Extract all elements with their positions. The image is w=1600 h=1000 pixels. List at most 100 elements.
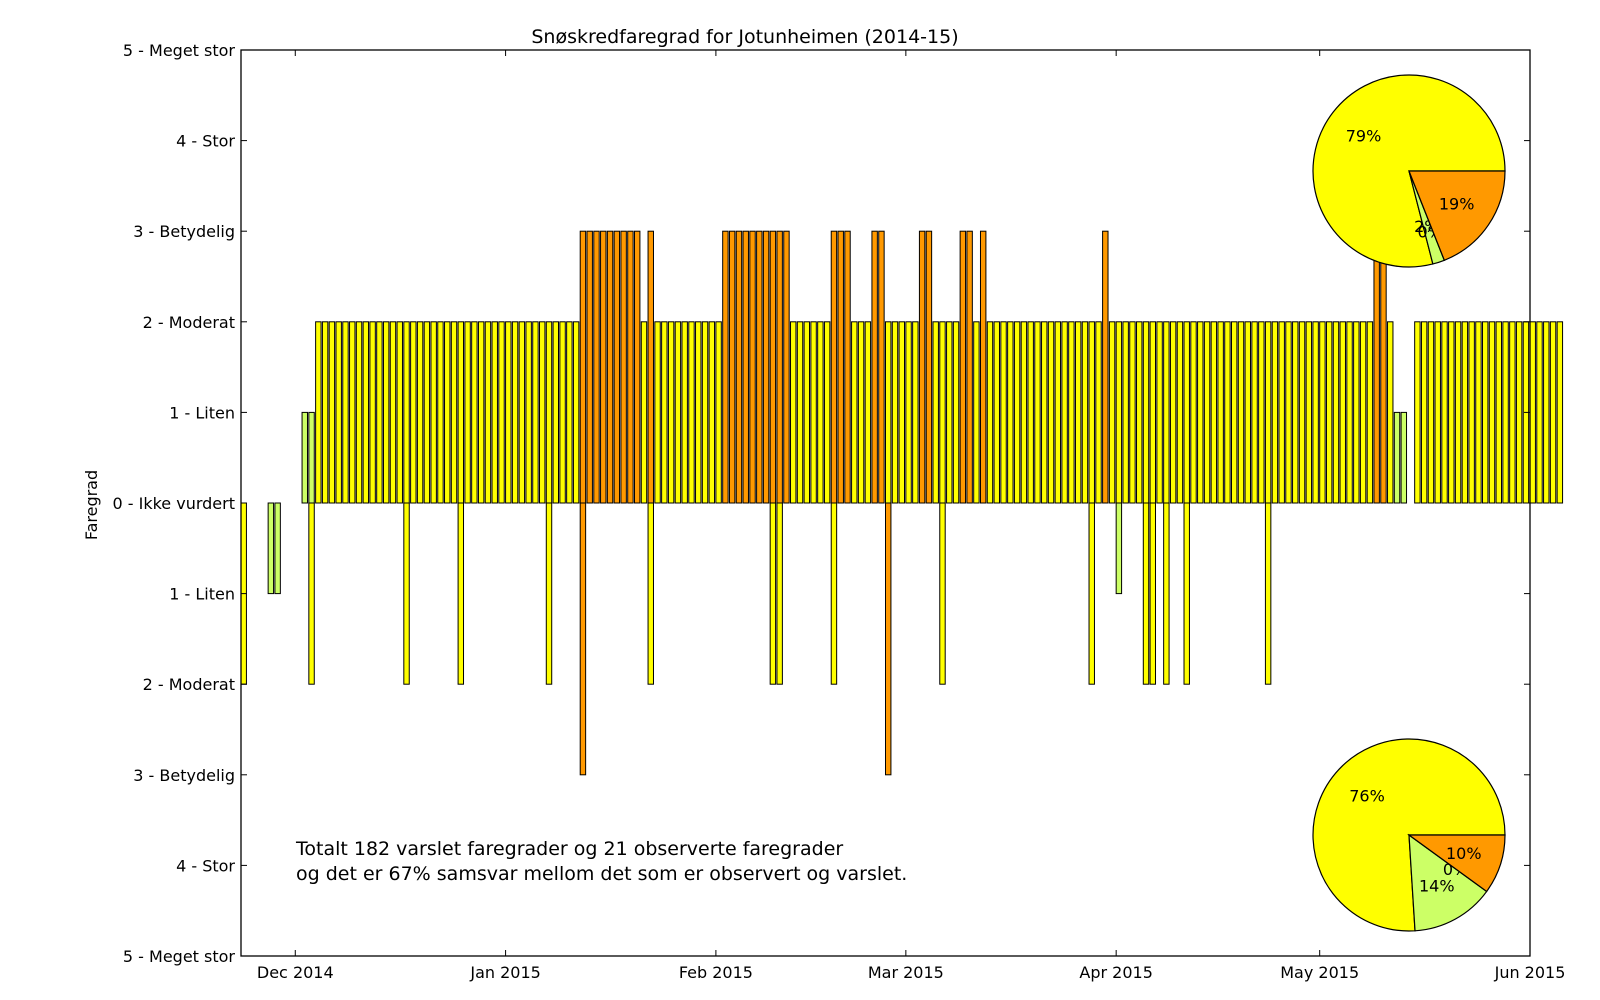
- forecast-bar: [891, 321, 899, 504]
- forecast-bar: [688, 321, 695, 504]
- forecast-bar: [769, 230, 777, 504]
- observed-bar: [885, 502, 892, 776]
- forecast-bar: [315, 321, 322, 504]
- forecast-bar: [796, 321, 804, 504]
- forecast-bar: [423, 321, 431, 504]
- forecast-bar: [1007, 321, 1014, 504]
- forecast-bar: [328, 321, 336, 504]
- forecast-bar: [491, 321, 498, 504]
- y-tick-label: 4 - Stor: [176, 132, 235, 151]
- forecast-bar: [1203, 321, 1211, 504]
- forecast-bar: [376, 321, 383, 504]
- forecast-bar: [1420, 321, 1428, 504]
- forecast-bar: [457, 321, 465, 504]
- forecast-bar: [600, 230, 607, 504]
- forecast-bar: [539, 321, 546, 504]
- observed-bar: [776, 502, 783, 685]
- forecast-bar: [1543, 321, 1550, 504]
- forecast-bar: [301, 411, 308, 504]
- pie-slice-label: 76%: [1349, 787, 1385, 806]
- forecast-bar: [1346, 321, 1353, 504]
- forecast-bar: [444, 321, 451, 504]
- forecast-bar: [1339, 321, 1346, 504]
- forecast-bar: [986, 321, 994, 504]
- forecast-bar: [593, 230, 600, 504]
- forecast-bar: [1305, 321, 1313, 504]
- forecast-bar: [783, 230, 790, 504]
- forecast-bar: [1509, 321, 1516, 504]
- forecast-bar: [382, 321, 390, 504]
- observed-bar: [1088, 502, 1095, 685]
- forecast-bar: [437, 321, 444, 504]
- forecast-bar: [1115, 321, 1123, 504]
- pie-top-right: 79%2%0%19%: [1312, 74, 1506, 268]
- forecast-bar: [505, 321, 512, 504]
- forecast-bar: [1549, 321, 1557, 504]
- forecast-bar: [1556, 321, 1564, 504]
- forecast-bar: [749, 230, 756, 504]
- forecast-bar: [1149, 321, 1157, 504]
- x-tick-label: Jan 2015: [469, 963, 540, 982]
- forecast-bar: [742, 230, 749, 504]
- forecast-bar: [918, 230, 926, 504]
- forecast-bar: [1108, 321, 1116, 504]
- y-axis-label: Faregrad: [82, 470, 101, 540]
- annotation-line-2: og det er 67% samsvar mellom det som er …: [296, 863, 907, 885]
- forecast-bar: [925, 230, 933, 504]
- forecast-bar: [1081, 321, 1089, 504]
- forecast-bar: [1000, 321, 1007, 504]
- y-tick-label: 2 - Moderat: [143, 313, 235, 332]
- forecast-bar: [1319, 321, 1326, 504]
- forecast-bar: [1454, 321, 1462, 504]
- forecast-bar: [1353, 321, 1360, 504]
- x-tick-label: Dec 2014: [257, 963, 334, 982]
- forecast-bar: [1237, 321, 1245, 504]
- forecast-bar: [1142, 321, 1150, 504]
- forecast-bar: [1061, 321, 1068, 504]
- pie-slice-label: 79%: [1346, 127, 1382, 146]
- forecast-bar: [810, 321, 817, 504]
- forecast-bar: [1400, 411, 1408, 504]
- forecast-bar: [1278, 321, 1285, 504]
- x-tick-label: Mar 2015: [868, 963, 944, 982]
- forecast-bar: [1258, 321, 1265, 504]
- forecast-bar: [362, 321, 370, 504]
- forecast-bar: [1095, 321, 1102, 504]
- forecast-bar: [722, 230, 729, 504]
- forecast-bar: [1482, 321, 1489, 504]
- forecast-bar: [1495, 321, 1503, 504]
- forecast-bar: [369, 321, 376, 504]
- forecast-bar: [586, 230, 593, 504]
- forecast-bar: [1264, 321, 1272, 504]
- y-tick-label: 1 - Liten: [169, 403, 235, 422]
- forecast-bar: [1244, 321, 1251, 504]
- x-tick-label: Apr 2015: [1079, 963, 1152, 982]
- forecast-bar: [667, 321, 675, 504]
- pie-slice-label: 19%: [1439, 194, 1475, 213]
- observed-bar: [267, 502, 275, 595]
- forecast-bar: [735, 230, 743, 504]
- forecast-bar: [871, 230, 878, 504]
- forecast-bar: [1169, 321, 1177, 504]
- forecast-bar: [403, 321, 410, 504]
- forecast-bar: [939, 321, 946, 504]
- observed-bar: [1264, 502, 1272, 685]
- chart-title: Snøskredfaregrad for Jotunheimen (2014-1…: [531, 26, 958, 48]
- forecast-bar: [946, 321, 953, 504]
- forecast-bar: [627, 230, 634, 504]
- forecast-bar: [1475, 321, 1482, 504]
- y-tick-label: 3 - Betydelig: [133, 222, 235, 241]
- forecast-bar: [1156, 321, 1163, 504]
- forecast-bar: [1434, 321, 1441, 504]
- forecast-bar: [1298, 321, 1306, 504]
- forecast-bar: [1041, 321, 1048, 504]
- forecast-bar: [776, 230, 783, 504]
- observed-bar: [457, 502, 465, 685]
- pie-bottom-right: 76%14%0%10%: [1312, 738, 1506, 932]
- forecast-bar: [1292, 321, 1299, 504]
- forecast-bar: [1013, 321, 1021, 504]
- forecast-bar: [498, 321, 505, 504]
- forecast-bar: [1176, 321, 1184, 504]
- observed-bar: [1149, 502, 1157, 685]
